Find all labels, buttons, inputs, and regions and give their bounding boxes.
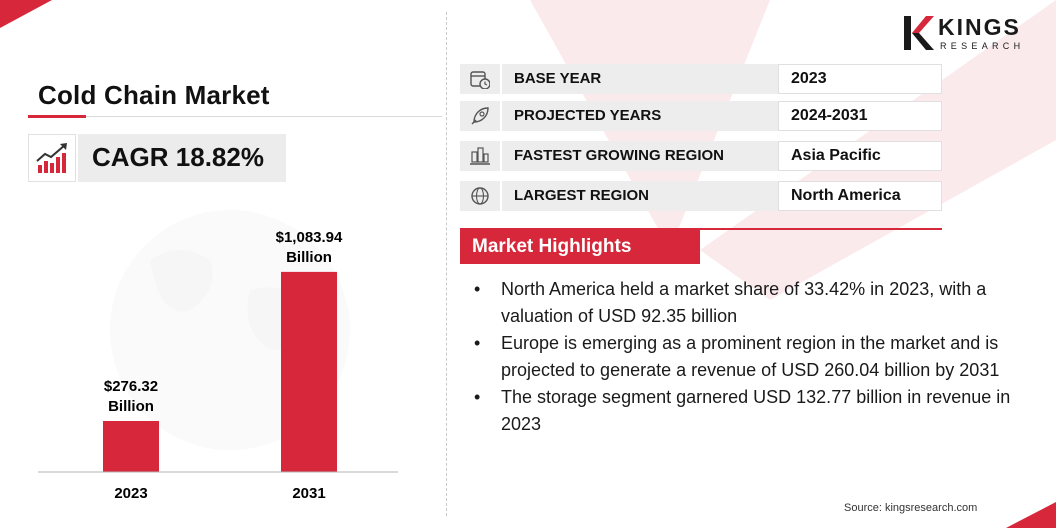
- calendar-clock-icon: [470, 71, 490, 89]
- title-underline-accent: [28, 115, 86, 118]
- info-row: BASE YEAR 2023: [460, 64, 942, 94]
- logo-name: KINGS: [938, 14, 1021, 40]
- highlights-rule: [460, 228, 942, 230]
- rocket-icon: [471, 107, 489, 125]
- column-divider: [446, 12, 447, 516]
- bullet-glyph: •: [474, 279, 481, 299]
- highlight-text: North America held a market share of 33.…: [501, 279, 987, 326]
- highlight-item: • Europe is emerging as a prominent regio…: [470, 330, 1030, 384]
- bar-2023: [103, 420, 159, 472]
- highlight-text: Europe is emerging as a prominent region…: [501, 333, 1000, 380]
- info-value: Asia Pacific: [778, 141, 942, 171]
- highlight-item: • North America held a market share of 33…: [470, 276, 1030, 330]
- bar-value-label: $1,083.94: [276, 229, 343, 246]
- title-underline: [28, 116, 442, 117]
- info-row: PROJECTED YEARS 2024-2031: [460, 101, 942, 131]
- bar-chart: $276.32 Billion 2023 $1,083.94 Billion 2031: [38, 210, 398, 502]
- info-label: BASE YEAR: [502, 64, 794, 94]
- bullet-glyph: •: [474, 387, 481, 407]
- globe-icon: [471, 187, 489, 205]
- source-credit: Source: kingsresearch.com: [844, 502, 978, 514]
- info-row: FASTEST GROWING REGION Asia Pacific: [460, 141, 942, 171]
- cagr-badge: CAGR 18.82%: [78, 134, 286, 182]
- corner-decoration-top-left: [0, 0, 52, 28]
- logo-k-mark-icon: [904, 16, 934, 50]
- info-value: 2023: [778, 64, 942, 94]
- info-icon-box: [460, 141, 500, 171]
- brand-logo: KINGS RESEARCH: [904, 14, 1034, 54]
- bar-value-label: $276.32: [104, 378, 158, 395]
- info-value: 2024-2031: [778, 101, 942, 131]
- bar-unit-label: Billion: [286, 249, 332, 266]
- cagr-icon-box: [28, 134, 76, 182]
- info-icon-box: [460, 101, 500, 131]
- info-row: LARGEST REGION North America: [460, 181, 942, 211]
- bullet-glyph: •: [474, 333, 481, 353]
- cagr-value: CAGR 18.82%: [92, 142, 264, 172]
- x-tick-label: 2023: [114, 485, 147, 502]
- corner-decoration-bottom-right: [1006, 502, 1056, 528]
- growth-chart-icon: [36, 143, 67, 173]
- logo-subname: RESEARCH: [940, 41, 1025, 51]
- info-label: FASTEST GROWING REGION: [502, 141, 794, 171]
- highlights-heading: Market Highlights: [460, 230, 700, 264]
- info-icon-box: [460, 64, 500, 94]
- bar-unit-label: Billion: [108, 398, 154, 415]
- highlight-item: • The storage segment garnered USD 132.77…: [470, 384, 1030, 438]
- info-label: LARGEST REGION: [502, 181, 794, 211]
- highlight-text: The storage segment garnered USD 132.77 …: [501, 387, 1011, 434]
- bar-2031: [281, 271, 337, 472]
- page-title: Cold Chain Market: [38, 80, 270, 110]
- info-value: North America: [778, 181, 942, 211]
- city-map-icon: [470, 147, 490, 165]
- highlights-list: • North America held a market share of 33…: [470, 276, 1030, 438]
- info-icon-box: [460, 181, 500, 211]
- info-label: PROJECTED YEARS: [502, 101, 794, 131]
- x-tick-label: 2031: [292, 485, 325, 502]
